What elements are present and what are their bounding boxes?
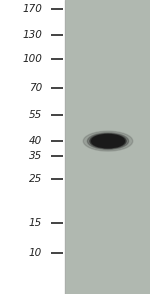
Text: 100: 100: [22, 54, 42, 64]
Ellipse shape: [90, 134, 126, 148]
Ellipse shape: [87, 133, 129, 149]
Ellipse shape: [83, 131, 133, 151]
Text: 55: 55: [29, 110, 42, 120]
Bar: [64, 0, 150, 294]
Text: 35: 35: [29, 151, 42, 161]
Text: 10: 10: [29, 248, 42, 258]
Text: 170: 170: [22, 4, 42, 14]
Ellipse shape: [92, 135, 124, 148]
Bar: [0, 0, 64, 294]
Text: 130: 130: [22, 30, 42, 40]
Text: 70: 70: [29, 83, 42, 93]
Text: 25: 25: [29, 174, 42, 184]
Text: 40: 40: [29, 136, 42, 146]
Text: 15: 15: [29, 218, 42, 228]
